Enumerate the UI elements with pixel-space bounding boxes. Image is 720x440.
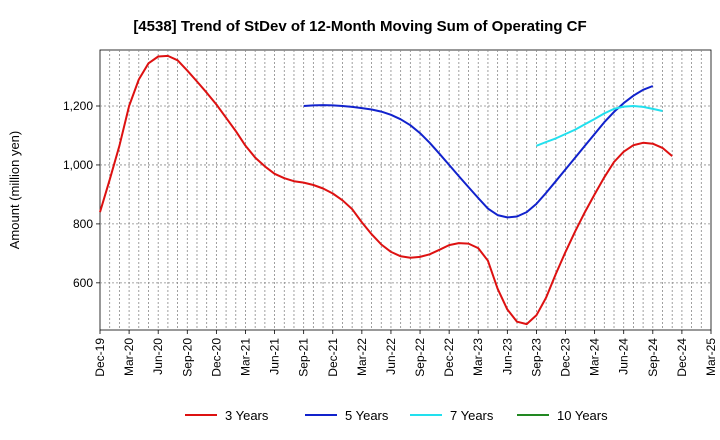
chart-title: [4538] Trend of StDev of 12-Month Moving… xyxy=(133,18,586,35)
x-tick-label: Dec-20 xyxy=(209,338,223,377)
horizontal-gridlines xyxy=(100,105,711,284)
x-tick-label: Jun-22 xyxy=(384,338,398,375)
x-tick-label: Jun-24 xyxy=(617,338,631,375)
series-line-7-years xyxy=(536,105,663,147)
y-tick-label: 800 xyxy=(73,217,93,231)
x-tick-label: Mar-22 xyxy=(355,338,369,376)
x-tick-label: Mar-25 xyxy=(704,338,718,376)
y-tick-label: 1,200 xyxy=(63,99,93,113)
series-line-3-years xyxy=(99,54,673,326)
x-tick-label: Dec-22 xyxy=(442,338,456,377)
legend-label: 3 Years xyxy=(225,408,269,423)
x-tick-label: Sep-20 xyxy=(180,338,194,377)
x-tick-label: Dec-23 xyxy=(559,338,573,377)
legend-label: 10 Years xyxy=(557,408,608,423)
x-tick-label: Mar-23 xyxy=(471,338,485,376)
series-lines xyxy=(99,54,673,326)
y-tick-label: 1,000 xyxy=(63,158,93,172)
x-tick-label: Dec-19 xyxy=(93,338,107,377)
x-tick-label: Mar-20 xyxy=(122,338,136,376)
legend-label: 7 Years xyxy=(450,408,494,423)
x-tick-label: Mar-21 xyxy=(238,338,252,376)
x-tick-label: Mar-24 xyxy=(588,338,602,376)
x-tick-label: Sep-22 xyxy=(413,338,427,377)
series-line-5-years xyxy=(303,85,654,219)
vertical-gridlines xyxy=(109,50,702,330)
plot-area xyxy=(99,49,712,331)
legend-label: 5 Years xyxy=(345,408,389,423)
x-tick-label: Sep-21 xyxy=(297,338,311,377)
x-tick-label: Sep-23 xyxy=(529,338,543,377)
x-axis-ticks: Dec-19 Mar-20 Jun-20 Sep-20 Dec-20 Mar-21 Jun-… xyxy=(93,330,718,377)
y-axis-title: Amount (million yen) xyxy=(7,131,22,250)
x-tick-label: Jun-20 xyxy=(151,338,165,375)
x-tick-label: Dec-21 xyxy=(326,338,340,377)
x-tick-label: Dec-24 xyxy=(675,338,689,377)
legend: 3 Years 5 Years 7 Years 10 Years xyxy=(185,408,608,423)
x-tick-label: Jun-23 xyxy=(500,338,514,375)
y-axis-ticks: 600 800 1,000 1,200 xyxy=(63,99,100,290)
x-tick-label: Sep-24 xyxy=(646,338,660,377)
x-tick-label: Jun-21 xyxy=(268,338,282,375)
y-tick-label: 600 xyxy=(73,276,93,290)
